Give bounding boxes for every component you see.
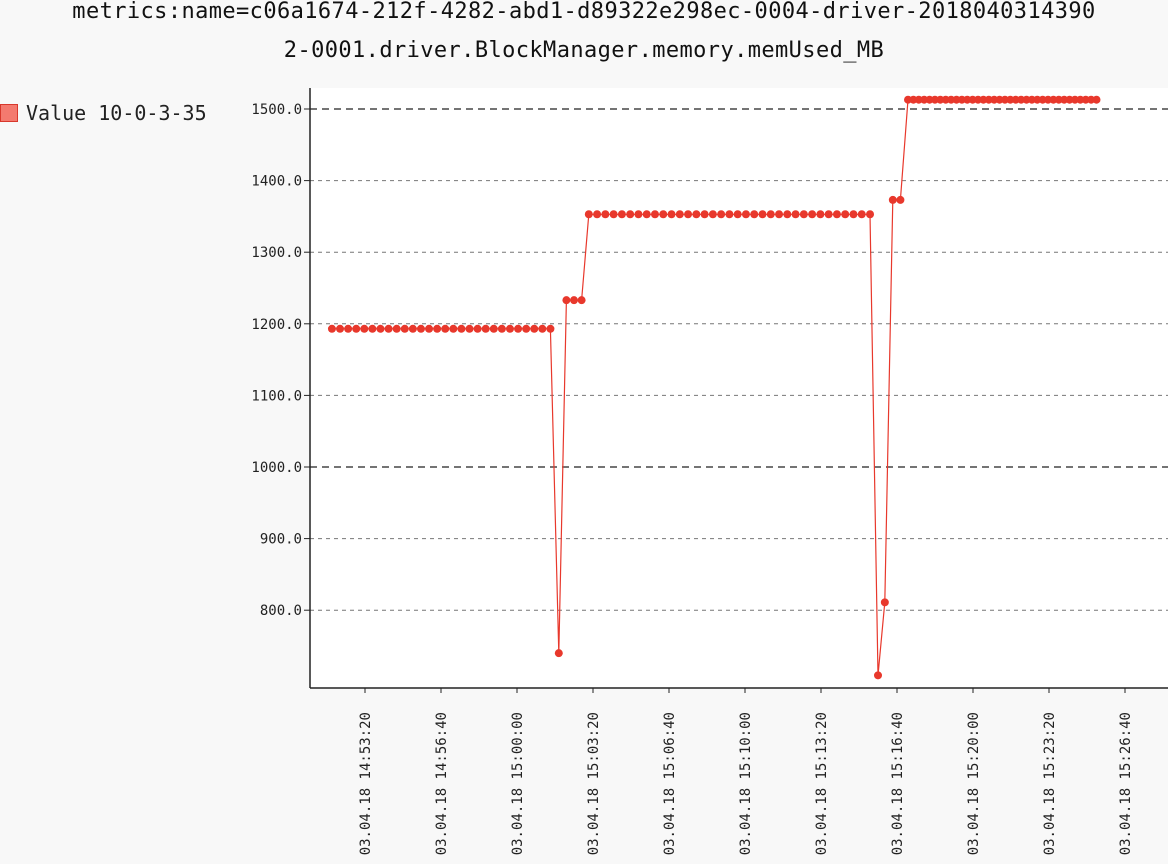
y-tick-label: 900.0 — [260, 532, 302, 548]
data-point — [717, 210, 726, 219]
y-tick-label: 1000.0 — [251, 460, 302, 476]
data-point — [473, 324, 482, 333]
data-point — [497, 324, 506, 333]
data-point — [888, 195, 897, 204]
data-point — [505, 324, 514, 333]
y-tick-label: 800.0 — [260, 603, 302, 619]
data-point — [441, 324, 450, 333]
y-tick-label: 1200.0 — [251, 317, 302, 333]
data-point — [344, 324, 353, 333]
data-point — [368, 324, 377, 333]
data-point — [758, 210, 767, 219]
x-tick-label: 03.04.18 15:23:20 — [1042, 712, 1058, 855]
data-point — [481, 324, 490, 333]
data-point — [650, 210, 659, 219]
legend-label: Value 10-0-3-35 — [26, 101, 207, 125]
y-tick-label: 1100.0 — [251, 388, 302, 404]
data-point — [457, 324, 466, 333]
data-point — [692, 210, 701, 219]
data-point — [554, 649, 563, 658]
y-tick-label: 1300.0 — [251, 245, 302, 261]
chart-title-line-1: metrics:name=c06a1674-212f-4282-abd1-d89… — [72, 0, 1096, 24]
data-point — [352, 324, 361, 333]
data-point — [799, 210, 808, 219]
data-point — [783, 210, 792, 219]
data-point — [1092, 95, 1101, 104]
x-tick-label: 03.04.18 15:00:00 — [510, 712, 526, 855]
x-tick-label: 03.04.18 15:10:00 — [738, 712, 754, 855]
data-point — [433, 324, 442, 333]
data-point — [896, 195, 905, 204]
data-point — [584, 210, 593, 219]
data-point — [489, 324, 498, 333]
chart-legend: Value 10-0-3-35 — [0, 101, 207, 125]
data-point — [465, 324, 474, 333]
x-tick-label: 03.04.18 15:16:40 — [890, 712, 906, 855]
data-point — [832, 210, 841, 219]
data-point — [880, 598, 889, 607]
x-tick-label: 03.04.18 15:03:20 — [586, 712, 602, 855]
data-point — [857, 210, 866, 219]
plot-area — [310, 88, 1168, 688]
data-point — [866, 210, 875, 219]
data-point — [449, 324, 458, 333]
data-point — [750, 210, 759, 219]
data-point — [562, 296, 571, 305]
data-point — [642, 210, 651, 219]
x-tick-label: 03.04.18 14:56:40 — [434, 712, 450, 855]
x-tick-label: 03.04.18 15:13:20 — [814, 712, 830, 855]
chart-title: metrics:name=c06a1674-212f-4282-abd1-d89… — [0, 0, 1168, 70]
data-point — [617, 210, 626, 219]
data-point — [874, 671, 882, 680]
data-point — [626, 210, 635, 219]
data-point — [530, 324, 539, 333]
data-point — [766, 210, 775, 219]
data-point — [816, 210, 825, 219]
data-point — [327, 324, 336, 333]
data-point — [725, 210, 734, 219]
data-point — [376, 324, 385, 333]
x-tick-label: 03.04.18 15:06:40 — [662, 712, 678, 855]
data-point — [824, 210, 833, 219]
data-point — [360, 324, 369, 333]
data-point — [684, 210, 693, 219]
data-point — [522, 324, 531, 333]
data-point — [593, 210, 602, 219]
x-tick-label: 03.04.18 15:26:40 — [1118, 712, 1134, 855]
x-tick-label: 03.04.18 14:53:20 — [358, 712, 374, 855]
data-point — [392, 324, 401, 333]
data-point — [700, 210, 709, 219]
data-point — [601, 210, 610, 219]
y-tick-label: 1500.0 — [251, 102, 302, 118]
data-point — [400, 324, 409, 333]
legend-swatch — [0, 104, 18, 122]
data-point — [841, 210, 850, 219]
data-point — [775, 210, 784, 219]
chart-title-line-2: 2-0001.driver.BlockManager.memory.memUse… — [283, 38, 885, 63]
data-point — [408, 324, 417, 333]
data-point — [546, 324, 555, 333]
data-point — [667, 210, 676, 219]
data-point — [570, 296, 578, 305]
data-point — [514, 324, 523, 333]
data-point — [577, 296, 586, 305]
data-point — [425, 324, 434, 333]
data-point — [336, 324, 345, 333]
data-point — [733, 210, 742, 219]
data-point — [609, 210, 618, 219]
data-point — [538, 324, 547, 333]
y-tick-label: 1400.0 — [251, 174, 302, 190]
data-point — [384, 324, 393, 333]
data-point — [416, 324, 425, 333]
data-point — [659, 210, 668, 219]
data-point — [634, 210, 643, 219]
data-point — [791, 210, 800, 219]
data-point — [675, 210, 684, 219]
x-tick-label: 03.04.18 15:20:00 — [966, 712, 982, 855]
data-point — [808, 210, 817, 219]
data-point — [708, 210, 717, 219]
data-point — [849, 210, 858, 219]
data-point — [741, 210, 750, 219]
